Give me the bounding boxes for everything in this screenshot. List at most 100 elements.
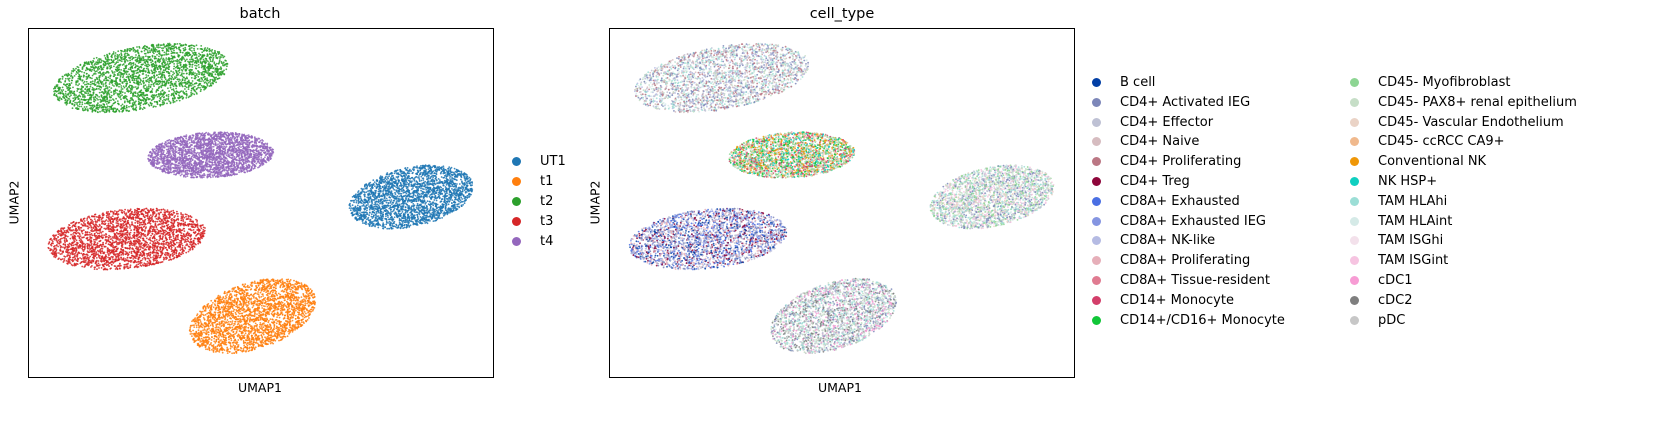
scatter-point bbox=[58, 79, 61, 82]
scatter-point bbox=[179, 44, 182, 47]
scatter-point bbox=[186, 158, 189, 161]
scatter-point bbox=[212, 145, 215, 148]
scatter-point bbox=[144, 64, 146, 67]
scatter-point bbox=[143, 97, 146, 100]
scatter-point bbox=[214, 68, 217, 71]
scatter-point bbox=[179, 138, 181, 140]
scatter-point bbox=[163, 51, 166, 54]
scatter-point bbox=[82, 64, 85, 67]
scatter-point bbox=[191, 50, 193, 52]
scatter-point bbox=[120, 85, 123, 87]
scatter-point bbox=[76, 79, 79, 82]
scatter-point bbox=[184, 43, 187, 46]
scatter-point bbox=[186, 58, 188, 61]
scatter-point bbox=[268, 147, 271, 150]
scatter-point bbox=[61, 86, 64, 89]
scatter-point bbox=[67, 86, 69, 89]
scatter-point bbox=[93, 98, 95, 100]
scatter-point bbox=[114, 82, 117, 85]
scatter-point bbox=[165, 57, 168, 59]
scatter-point bbox=[118, 53, 121, 56]
scatter-point bbox=[178, 54, 181, 57]
scatter-point bbox=[214, 141, 217, 144]
scatter-point bbox=[95, 56, 98, 59]
scatter-point bbox=[199, 165, 202, 168]
scatter-point bbox=[124, 60, 127, 63]
scatter-point bbox=[115, 110, 118, 113]
scatter-point bbox=[106, 93, 109, 96]
scatter-point bbox=[205, 144, 207, 146]
scatter-point bbox=[193, 49, 196, 52]
scatter-point bbox=[132, 64, 135, 66]
scatter-point bbox=[119, 71, 122, 74]
scatter-point bbox=[169, 84, 172, 87]
scatter-point bbox=[179, 51, 182, 54]
scatter-point bbox=[219, 142, 222, 145]
scatter-point bbox=[177, 164, 179, 167]
scatter-point bbox=[149, 55, 151, 58]
scatter-point bbox=[102, 63, 105, 65]
scatter-point bbox=[166, 53, 169, 56]
scatter-point bbox=[137, 77, 140, 80]
scatter-point bbox=[190, 61, 193, 63]
scatter-point bbox=[170, 78, 173, 80]
scatter-point bbox=[206, 77, 209, 80]
scatter-point bbox=[175, 52, 178, 54]
scatter-point bbox=[144, 103, 147, 105]
scatter-point bbox=[249, 149, 252, 152]
scatter-point bbox=[261, 139, 263, 141]
scatter-point bbox=[161, 147, 164, 149]
scatter-point bbox=[110, 107, 113, 109]
scatter-point bbox=[189, 54, 191, 56]
scatter-point bbox=[64, 90, 67, 93]
scatter-point bbox=[58, 88, 60, 91]
scatter-point bbox=[98, 96, 100, 98]
scatter-point bbox=[199, 61, 202, 64]
scatter-point bbox=[170, 139, 173, 142]
scatter-point bbox=[248, 148, 251, 151]
scatter-point bbox=[202, 176, 205, 179]
scatter-point bbox=[132, 46, 135, 49]
scatter-point bbox=[247, 164, 250, 167]
scatter-point bbox=[225, 145, 228, 148]
scatter-point bbox=[146, 60, 149, 63]
scatter-point bbox=[106, 62, 109, 65]
scatter-point bbox=[238, 133, 241, 135]
scatter-point bbox=[181, 164, 184, 167]
scatter-point bbox=[212, 176, 214, 178]
scatter-point bbox=[80, 105, 83, 108]
scatter-point bbox=[173, 67, 175, 70]
scatter-point bbox=[162, 49, 164, 52]
scatter-point bbox=[190, 89, 193, 92]
scatter-point bbox=[131, 85, 133, 87]
scatter-point bbox=[189, 49, 192, 51]
scatter-point bbox=[222, 61, 225, 64]
scatter-point bbox=[69, 90, 72, 92]
scatter-point bbox=[174, 69, 177, 72]
scatter-point bbox=[121, 103, 124, 106]
scatter-point bbox=[208, 85, 211, 87]
scatter-point bbox=[83, 109, 86, 112]
scatter-point bbox=[182, 90, 185, 93]
scatter-point bbox=[130, 88, 132, 91]
scatter-point bbox=[154, 47, 156, 49]
scatter-point bbox=[98, 87, 100, 90]
scatter-point bbox=[197, 159, 200, 161]
scatter-point bbox=[145, 80, 148, 83]
scatter-point bbox=[163, 98, 166, 101]
scatter-point bbox=[212, 138, 215, 141]
scatter-point bbox=[78, 91, 81, 94]
scatter-point bbox=[88, 104, 91, 107]
scatter-point bbox=[173, 43, 176, 45]
scatter-point bbox=[140, 89, 143, 92]
scatter-point bbox=[162, 57, 165, 60]
scatter-point bbox=[76, 101, 78, 104]
scatter-point bbox=[77, 84, 79, 87]
scatter-point bbox=[164, 45, 167, 48]
scatter-point bbox=[120, 108, 122, 111]
scatter-point bbox=[173, 63, 176, 65]
scatter-point bbox=[195, 74, 198, 77]
scatter-point bbox=[133, 86, 135, 88]
scatter-point bbox=[104, 99, 107, 102]
scatter-point bbox=[177, 73, 180, 76]
